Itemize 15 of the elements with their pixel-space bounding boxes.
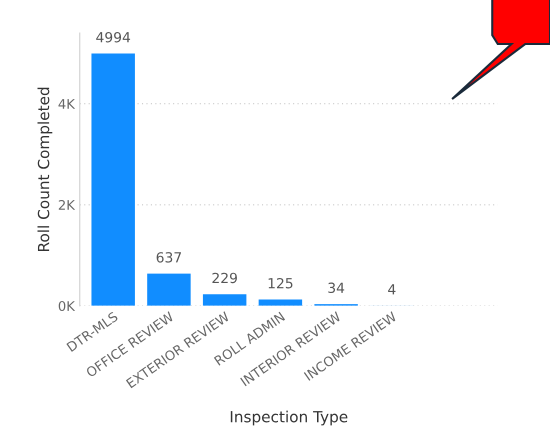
data-label: 637 [156,252,181,263]
y-tick-label: 4K [58,99,76,109]
x-axis-title: Inspection Type [230,410,348,426]
bar [202,294,246,306]
y-axis-title: Roll Count Completed [38,88,52,251]
data-label: 4994 [96,32,130,42]
data-label: 229 [212,272,237,284]
data-label: 4 [388,284,396,294]
bar [258,299,302,306]
bar [91,54,135,306]
y-tick-label: 0K [58,301,76,311]
bar [147,274,191,306]
data-label: 34 [328,282,344,294]
y-tick-label: 2K [58,200,76,210]
data-label: 125 [268,278,292,288]
